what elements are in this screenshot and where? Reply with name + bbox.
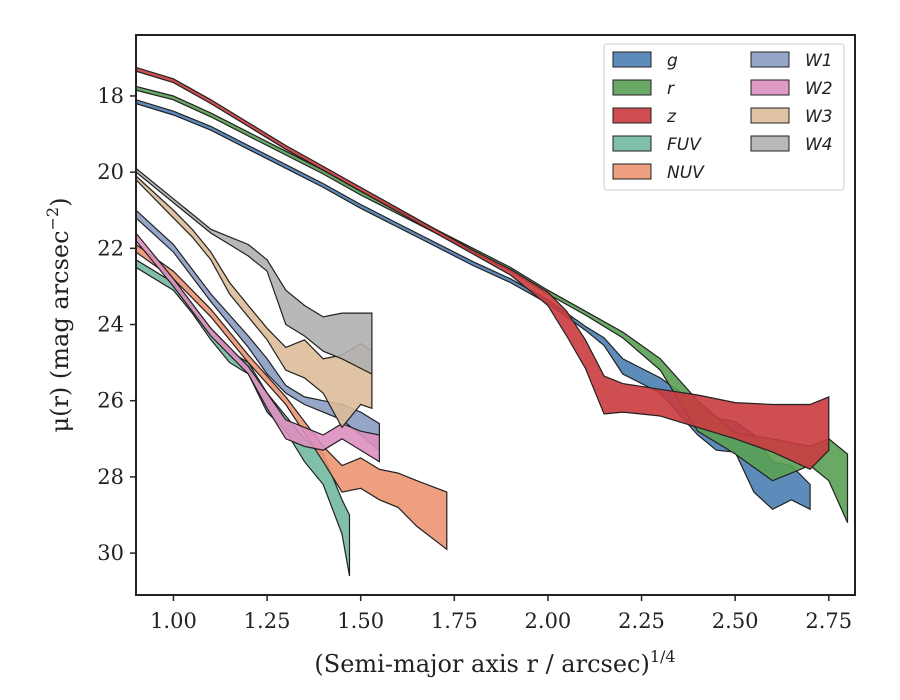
y-tick-label: 30 bbox=[97, 541, 124, 565]
x-tick-label: 1.00 bbox=[150, 609, 197, 633]
legend-label: W1 bbox=[805, 51, 833, 71]
y-tick-label: 26 bbox=[97, 389, 124, 413]
x-tick-label: 2.00 bbox=[525, 609, 572, 633]
legend-label: NUV bbox=[667, 163, 705, 183]
legend-label: W2 bbox=[805, 79, 833, 99]
y-tick-label: 18 bbox=[97, 84, 124, 108]
legend-item-nuv: NUV bbox=[612, 163, 705, 183]
y-tick-label: 28 bbox=[97, 465, 124, 489]
y-axis-label-close: ) bbox=[46, 198, 74, 207]
legend-swatch bbox=[612, 79, 652, 96]
series-layer bbox=[136, 66, 849, 577]
legend-item-w4: W4 bbox=[750, 135, 833, 155]
legend-item-r: r bbox=[612, 79, 675, 99]
series-band-w2 bbox=[136, 232, 380, 463]
y-tick-label: 24 bbox=[97, 313, 124, 337]
series-band-w3 bbox=[136, 175, 373, 429]
legend-item-g: g bbox=[612, 51, 678, 71]
x-tick-label: 1.25 bbox=[244, 609, 291, 633]
legend-label: r bbox=[667, 79, 675, 99]
x-axis-label-exponent: 1/4 bbox=[650, 647, 676, 666]
x-axis: 1.00 1.25 1.50 1.75 2.00 2.25 2.50 2.75 bbox=[150, 595, 852, 633]
legend: grz FUV NUV W1 W2 W3 W4 bbox=[603, 43, 845, 191]
legend-item-fuv: FUV bbox=[612, 135, 702, 155]
legend-swatch bbox=[612, 135, 652, 152]
legend-label: g bbox=[667, 51, 678, 71]
legend-swatch bbox=[750, 107, 790, 124]
legend-label: z bbox=[666, 107, 677, 127]
legend-swatch bbox=[612, 51, 652, 68]
series-band-w4 bbox=[136, 167, 373, 375]
x-axis-label: (Semi-major axis r / arcsec)1/4 bbox=[314, 647, 675, 678]
legend-swatch bbox=[750, 79, 790, 96]
series-band-z bbox=[136, 66, 830, 471]
legend-label: W3 bbox=[805, 107, 833, 127]
y-tick-label: 22 bbox=[97, 236, 124, 260]
legend-item-w2: W2 bbox=[750, 79, 833, 99]
x-tick-label: 2.25 bbox=[618, 609, 665, 633]
x-tick-label: 1.50 bbox=[337, 609, 384, 633]
legend-swatch bbox=[612, 107, 652, 124]
y-axis-label: μ(r) (mag arcsec−2) bbox=[43, 198, 74, 433]
legend-item-z: z bbox=[612, 107, 677, 127]
y-tick-label: 20 bbox=[97, 160, 124, 184]
legend-swatch bbox=[750, 51, 790, 68]
x-tick-label: 1.75 bbox=[431, 609, 478, 633]
legend-swatch bbox=[612, 163, 652, 180]
x-tick-label: 2.50 bbox=[712, 609, 759, 633]
plot-frame bbox=[135, 34, 856, 596]
legend-item-w3: W3 bbox=[750, 107, 833, 127]
legend-swatch bbox=[750, 135, 790, 152]
legend-label: W4 bbox=[805, 135, 833, 155]
x-tick-label: 2.75 bbox=[805, 609, 852, 633]
y-axis-label-exponent: −2 bbox=[43, 207, 62, 231]
legend-label: FUV bbox=[667, 135, 702, 155]
legend-item-w1: W1 bbox=[750, 51, 833, 71]
series-band-nuv bbox=[136, 243, 448, 551]
y-axis: 18 20 22 24 26 28 30 bbox=[97, 84, 136, 565]
series-band-g bbox=[136, 99, 811, 511]
